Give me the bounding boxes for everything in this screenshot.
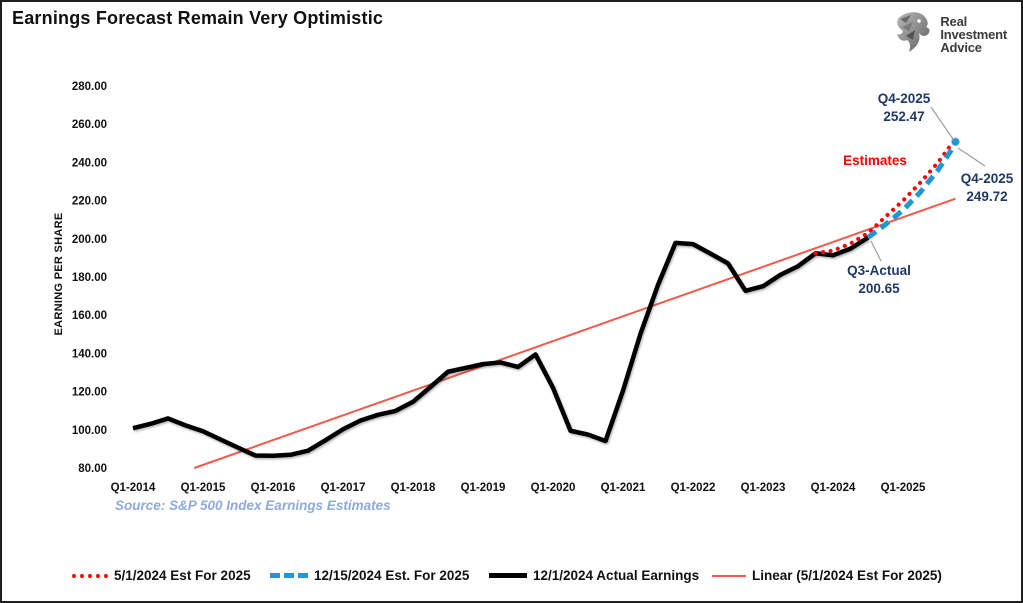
- x-tick-label: Q1-2019: [461, 482, 506, 494]
- page-title: Earnings Forecast Remain Very Optimistic: [12, 8, 384, 28]
- y-tick-label: 220.00: [72, 196, 107, 208]
- legend-item-linear: Linear (5/1/2024 Est For 2025): [712, 568, 942, 583]
- x-tick-label: Q1-2022: [671, 482, 716, 494]
- annotation-est-low: 249.72: [966, 189, 1007, 204]
- series-solid-line: [132, 235, 870, 458]
- x-tick-label: Q1-2025: [881, 482, 926, 494]
- x-tick-label: Q1-2014: [111, 482, 156, 494]
- legend-label: 5/1/2024 Est For 2025: [114, 568, 251, 583]
- annotation-est-high: 252.47: [883, 109, 924, 124]
- dashed-line-swatch-icon: [270, 573, 308, 578]
- x-tick-label: Q1-2023: [741, 482, 786, 494]
- legend-item-actual: 12/1/2024 Actual Earnings: [489, 568, 699, 583]
- annotation-leader-line: [957, 147, 986, 167]
- brand-name: Real Investment Advice: [940, 15, 1007, 54]
- legend-item-est-may: 5/1/2024 Est For 2025: [72, 568, 251, 583]
- y-tick-label: 240.00: [72, 157, 107, 169]
- series-end-marker: [951, 137, 960, 147]
- eagle-logo-icon: [893, 10, 933, 59]
- y-tick-label: 120.00: [72, 387, 107, 399]
- y-tick-label: 80.00: [78, 463, 107, 475]
- source-note: Source: S&P 500 Index Earnings Estimates: [115, 498, 391, 513]
- dotted-line-swatch-icon: [72, 573, 108, 578]
- x-tick-label: Q1-2017: [321, 482, 366, 494]
- thin-line-swatch-icon: [712, 574, 746, 577]
- x-tick-label: Q1-2018: [391, 482, 436, 494]
- chart-legend: 5/1/2024 Est For 2025 12/15/2024 Est. Fo…: [2, 568, 1021, 594]
- linear-trendline: [193, 197, 956, 469]
- legend-item-est-dec: 12/15/2024 Est. For 2025: [270, 568, 469, 583]
- y-tick-label: 100.00: [72, 425, 107, 437]
- annotation-est-high: Q4-2025: [878, 91, 931, 106]
- legend-label: 12/1/2024 Actual Earnings: [533, 568, 700, 583]
- annotation-estimates-label: Estimates: [843, 153, 907, 168]
- x-tick-label: Q1-2024: [811, 482, 856, 494]
- annotation-q3-actual: Q3-Actual: [847, 263, 911, 278]
- brand-line-3: Advice: [940, 40, 982, 55]
- y-tick-label: 280.00: [72, 81, 107, 93]
- x-tick-label: Q1-2016: [251, 482, 296, 494]
- brand-logo: Real Investment Advice: [893, 10, 1007, 59]
- y-tick-label: 180.00: [72, 272, 107, 284]
- annotation-est-low: Q4-2025: [961, 171, 1014, 186]
- annotation-leader-line: [870, 240, 882, 262]
- y-tick-label: 260.00: [72, 119, 107, 131]
- legend-label: Linear (5/1/2024 Est For 2025): [752, 568, 942, 583]
- brand-line-2: Investment: [940, 27, 1007, 42]
- annotation-q3-actual: 200.65: [858, 281, 900, 296]
- y-tick-label: 140.00: [72, 348, 107, 360]
- solid-line-swatch-icon: [489, 573, 527, 578]
- legend-label: 12/15/2024 Est. For 2025: [314, 568, 470, 583]
- y-tick-label: 160.00: [72, 310, 107, 322]
- series-dotted-line: [813, 136, 958, 256]
- annotation-leader-line: [930, 106, 954, 140]
- x-tick-label: Q1-2020: [531, 482, 576, 494]
- y-tick-label: 200.00: [72, 234, 107, 246]
- x-tick-label: Q1-2015: [181, 482, 226, 494]
- x-tick-label: Q1-2021: [601, 482, 646, 494]
- brand-line-1: Real: [940, 14, 968, 29]
- series-dashed-line: [866, 142, 958, 240]
